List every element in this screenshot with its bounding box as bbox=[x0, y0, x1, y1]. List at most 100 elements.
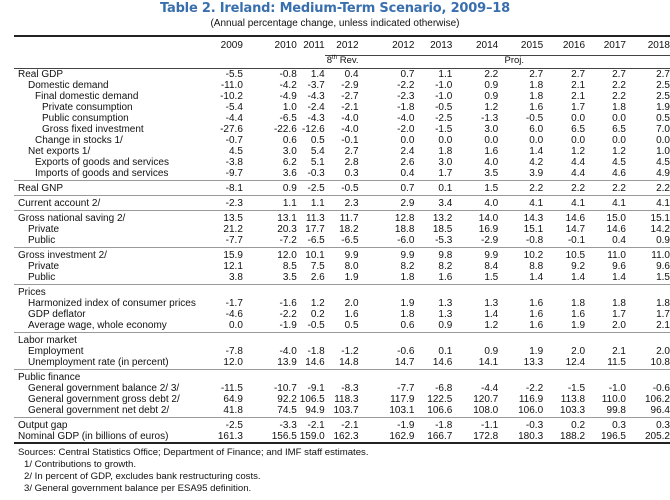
cell-value: 1.8 bbox=[529, 80, 544, 91]
cell-value: 0.0 bbox=[571, 135, 586, 146]
cell-value: 188.2 bbox=[543, 431, 586, 444]
cell-value: 0.0 bbox=[612, 135, 626, 146]
cell-value: 166.7 bbox=[414, 431, 453, 444]
cell-value bbox=[359, 333, 415, 347]
cell-value: -11.5 bbox=[220, 383, 243, 394]
cell-value: 4.5 bbox=[656, 157, 670, 168]
cell-value: 4.0 bbox=[484, 157, 499, 168]
cell-value: 3.6 bbox=[242, 168, 297, 181]
cell-value: -0.5 bbox=[296, 320, 325, 333]
cell-value: 1.9 bbox=[543, 320, 586, 333]
cell-value: 0.4 bbox=[358, 168, 415, 181]
cell-value: 13.1 bbox=[277, 213, 297, 224]
cell-value: 0.4 bbox=[585, 235, 626, 248]
cell-value: -7.7 bbox=[397, 383, 415, 394]
cell-value: 12.4 bbox=[543, 357, 586, 370]
table-row: General government balance 2/ 3/ -11.5 -10… bbox=[14, 383, 670, 394]
row-label: Output gap bbox=[18, 420, 68, 431]
cell-value: -1.8 bbox=[307, 346, 325, 357]
table-subtitle: (Annual percentage change, unless indica… bbox=[210, 18, 460, 29]
cell-value: 4.1 bbox=[498, 195, 544, 211]
year-header: 2011 bbox=[296, 35, 325, 56]
cell-value: 1.1 bbox=[242, 195, 297, 211]
cell-value bbox=[243, 370, 297, 384]
cell-value: 15.9 bbox=[223, 250, 243, 261]
rev-label: 8th Rev. bbox=[324, 55, 359, 69]
cell-value bbox=[359, 370, 415, 384]
cell-value: 2.2 bbox=[612, 80, 626, 91]
cell-value: 8.8 bbox=[529, 261, 544, 272]
cell-value: 12.0 bbox=[277, 250, 297, 261]
cell-value: 1.4 bbox=[585, 272, 626, 285]
cell-value: 13.3 bbox=[498, 357, 544, 370]
cell-value: 1.8 bbox=[656, 298, 670, 309]
cell-value: 156.5 bbox=[242, 431, 297, 444]
cell-value bbox=[325, 370, 359, 384]
table-row: Unemployment rate (in percent) 12.0 13.9 14… bbox=[14, 357, 670, 370]
cell-value: 9.9 bbox=[400, 250, 415, 261]
cell-value: -3.8 bbox=[225, 157, 243, 168]
cell-value: 2.1 bbox=[612, 346, 626, 357]
cell-value: 11.0 bbox=[651, 250, 670, 261]
cell-value: 1.0 bbox=[282, 102, 297, 113]
row-label: Labor market bbox=[18, 335, 77, 346]
cell-value bbox=[452, 370, 498, 384]
cell-value: 14.7 bbox=[358, 357, 415, 370]
table-row: Gross investment 2/15.9 12.0 10.1 9.9 9.9 9.8… bbox=[14, 248, 670, 262]
cell-value: 14.3 bbox=[523, 213, 544, 224]
cell-value: -2.1 bbox=[341, 102, 359, 113]
cell-value bbox=[414, 333, 452, 347]
cell-value: 3.9 bbox=[498, 168, 544, 181]
table-row: Net exports 1/4.5 3.0 5.4 2.7 2.4 1.8 1.6 1.4 1.… bbox=[14, 146, 670, 157]
cell-value: 14.6 bbox=[296, 357, 325, 370]
cell-value: 9.6 bbox=[612, 261, 626, 272]
cell-value: 2.7 bbox=[344, 146, 359, 157]
cell-value: 116.9 bbox=[518, 394, 544, 405]
cell-value: 3.5 bbox=[242, 272, 297, 285]
cell-value: -4.0 bbox=[397, 113, 415, 124]
cell-value: 1.9 bbox=[400, 298, 415, 309]
cell-value: 7.0 bbox=[656, 124, 670, 135]
row-label: Exports of goods and services bbox=[35, 157, 169, 168]
cell-value: 0.0 bbox=[571, 113, 586, 124]
year-header: 2012 bbox=[324, 35, 359, 56]
cell-value: -4.3 bbox=[307, 91, 325, 102]
cell-value: -0.5 bbox=[525, 113, 544, 124]
cell-value: 14.1 bbox=[452, 357, 499, 370]
cell-value: 0.6 bbox=[282, 135, 297, 146]
cell-value: 18.2 bbox=[339, 224, 359, 235]
table-row: Domestic demand -11.0 -4.2 -3.7 -2.9 -2.2 -1.0… bbox=[14, 80, 670, 91]
cell-value: -0.1 bbox=[543, 235, 586, 248]
cell-value: -4.3 bbox=[307, 113, 325, 124]
cell-value: 1.7 bbox=[414, 168, 453, 181]
cell-value: -0.8 bbox=[498, 235, 544, 248]
table-title: Table 2. Ireland: Medium-Term Scenario, … bbox=[160, 1, 510, 16]
proj-label: Proj. bbox=[358, 55, 670, 69]
cell-value: 1.6 bbox=[344, 309, 359, 320]
table-row: Public -7.7 -7.2 -6.5 -6.5 -6.0 -5.3 -2.9 -0.8 -0… bbox=[14, 235, 670, 248]
cell-value: 3.8 bbox=[204, 272, 243, 285]
cell-value bbox=[452, 285, 498, 299]
row-label: Real GDP bbox=[18, 69, 64, 80]
row-label: Gross fixed investment bbox=[42, 124, 144, 135]
footnote-2: 2/ In percent of GDP, excludes bank rest… bbox=[24, 471, 261, 482]
cell-value: 3.0 bbox=[438, 157, 453, 168]
cell-value: 1.2 bbox=[571, 146, 586, 157]
cell-value: 16.9 bbox=[478, 224, 499, 235]
cell-value: -1.0 bbox=[435, 80, 453, 91]
cell-value: 94.9 bbox=[296, 405, 325, 418]
cell-value: -2.1 bbox=[341, 420, 359, 431]
cell-value: 12.8 bbox=[394, 213, 415, 224]
cell-value: 4.9 bbox=[625, 168, 670, 181]
cell-value: 9.9 bbox=[344, 250, 359, 261]
cell-value: 162.3 bbox=[324, 431, 359, 444]
table-row: General government gross debt 2/64.9 92.2… bbox=[14, 394, 670, 405]
cell-value: -0.7 bbox=[225, 135, 243, 146]
cell-value: 0.4 bbox=[344, 69, 359, 80]
cell-value: 11.5 bbox=[585, 357, 626, 370]
cell-value: 13.9 bbox=[242, 357, 297, 370]
header-blank bbox=[14, 35, 205, 56]
row-label: Final domestic demand bbox=[35, 91, 139, 102]
cell-value: 2.8 bbox=[344, 157, 359, 168]
data-table: 2009 2010 2011 2012 2012 2013 2014 2015 2016 2017… bbox=[14, 35, 670, 444]
